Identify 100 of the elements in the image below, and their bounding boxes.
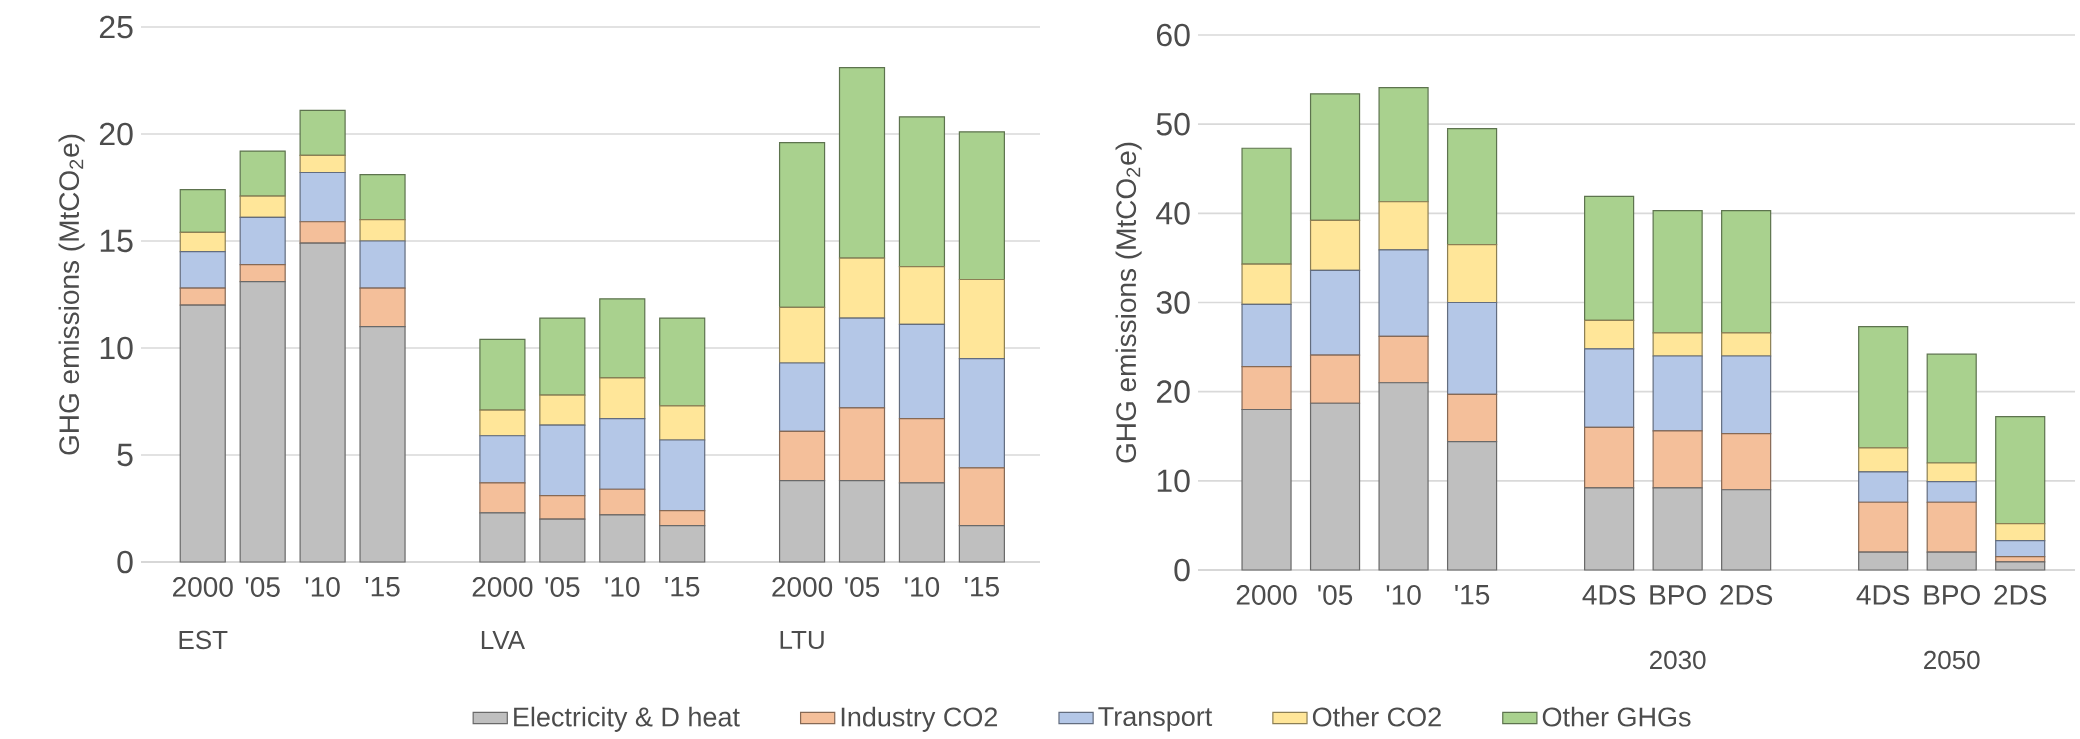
- bar: [1926, 462, 1977, 483]
- bar: [1858, 325, 1909, 449]
- x-tick-label: '10: [905, 577, 940, 597]
- bar: [1652, 332, 1703, 357]
- x-tick-label: 2000: [1236, 585, 1297, 605]
- x-tick-label: 2000: [472, 577, 533, 597]
- bar: [299, 109, 346, 156]
- bar: [1721, 210, 1772, 334]
- y-axis-title: GHG emissions (MtCO$_{2}$e): [1115, 142, 1142, 463]
- x-tick-label: 2DS: [1994, 585, 2047, 605]
- text: 2030: [1650, 650, 1706, 670]
- bar: [1926, 501, 1977, 553]
- x-tick-label: '05: [845, 577, 880, 597]
- x-tick-label: 2000: [173, 577, 233, 597]
- bar: [958, 278, 1005, 360]
- x-tick-label: '15: [365, 577, 400, 597]
- bar: [359, 287, 406, 328]
- bar: [1995, 539, 2046, 558]
- bar: [898, 418, 946, 484]
- bar: [1926, 353, 1977, 464]
- y-tick-label: 20: [1156, 380, 1190, 403]
- bar: [1926, 481, 1977, 503]
- bar: [1858, 471, 1909, 503]
- bar: [838, 407, 886, 482]
- x-tick-label: '15: [965, 577, 999, 597]
- y-tick-label: 10: [1157, 469, 1190, 493]
- legend-label: Electricity & D heat: [514, 706, 740, 732]
- bar: [479, 435, 526, 484]
- text: LTU: [780, 630, 824, 650]
- bar: [778, 141, 826, 308]
- bar: [299, 154, 346, 174]
- bar: [1446, 243, 1498, 304]
- y-tick-label: 40: [1156, 202, 1190, 225]
- bar: [838, 317, 886, 409]
- bar: [539, 317, 586, 396]
- y-tick-label: 60: [1156, 23, 1190, 47]
- x-tick-label: 2000: [772, 577, 833, 597]
- bar: [958, 467, 1005, 527]
- bar: [659, 317, 706, 407]
- legend-label: Other GHGs: [1542, 706, 1691, 727]
- bar: [479, 409, 526, 437]
- bar: [1241, 303, 1292, 368]
- x-tick-label: 4DS: [1856, 585, 1910, 605]
- y-tick-label: 5: [117, 443, 133, 467]
- bar: [1446, 393, 1498, 443]
- bar: [239, 216, 286, 266]
- bar: [1309, 354, 1361, 404]
- bar: [778, 306, 826, 364]
- bar: [1584, 426, 1635, 489]
- bar: [1309, 269, 1361, 356]
- bar: [1584, 319, 1635, 350]
- y-tick-label: 30: [1156, 291, 1190, 314]
- y-tick-label: 0: [1174, 558, 1190, 582]
- bar: [299, 221, 346, 244]
- x-tick-label: '15: [665, 577, 700, 597]
- legend-label: Industry CO2: [841, 706, 998, 732]
- bar: [239, 263, 286, 283]
- y-tick-label: 15: [100, 229, 133, 253]
- y-tick-label: 0: [117, 550, 133, 574]
- bar: [539, 495, 586, 520]
- x-tick-label: 2DS: [1720, 585, 1773, 605]
- bar: [599, 298, 646, 379]
- bar: [179, 287, 226, 306]
- bar: [838, 67, 886, 259]
- x-tick-label: '05: [545, 577, 580, 597]
- bar: [958, 358, 1005, 469]
- bar: [359, 240, 406, 289]
- y-tick-label: 10: [100, 336, 133, 360]
- bar: [1241, 263, 1292, 305]
- bar: [179, 231, 226, 253]
- bar: [778, 362, 826, 433]
- bar: [1378, 87, 1429, 203]
- bar: [1378, 249, 1429, 337]
- legend-label: Transport: [1098, 707, 1213, 732]
- bar: [479, 482, 526, 514]
- x-tick-label: '05: [245, 577, 280, 597]
- bar: [599, 488, 646, 516]
- bar: [479, 338, 526, 411]
- bar: [539, 394, 586, 426]
- bar: [659, 510, 706, 527]
- text: LVA: [481, 631, 525, 649]
- bar: [1652, 210, 1703, 334]
- bar: [838, 257, 886, 319]
- bar: [898, 116, 946, 268]
- bar: [1995, 523, 2046, 542]
- bar: [239, 195, 286, 219]
- bar: [1378, 201, 1429, 251]
- bar: [1721, 432, 1772, 491]
- x-tick-label: '10: [1386, 585, 1421, 605]
- y-tick-label: 20: [99, 122, 133, 146]
- x-tick-label: '10: [305, 577, 340, 597]
- bar: [778, 430, 826, 482]
- x-tick-label: '10: [605, 577, 640, 597]
- bar: [1652, 355, 1703, 432]
- legend-label: Other CO2: [1312, 706, 1441, 727]
- bar: [599, 418, 646, 490]
- bar: [359, 174, 406, 221]
- bar: [1858, 447, 1909, 473]
- bar: [1241, 366, 1292, 411]
- x-tick-label: BPO: [1924, 585, 1980, 605]
